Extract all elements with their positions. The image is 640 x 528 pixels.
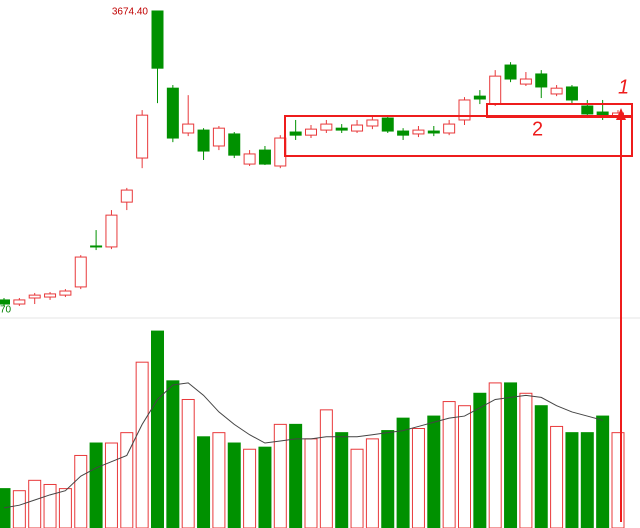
volume-bar [350,448,364,528]
volume-bar [135,361,149,528]
candle-body [535,73,548,88]
volume-bar [58,488,72,528]
volume-bar [534,405,548,528]
candle-body [166,87,179,139]
candle-body [105,214,118,248]
candle-body [258,149,271,165]
candle-body [458,99,471,121]
candle-body [473,95,486,100]
candle-body [197,129,210,152]
candle-body [412,129,425,135]
min-price-label: 70 [0,305,12,316]
volume-bar [151,330,164,528]
candle-body [120,189,133,203]
candle-body [366,119,379,127]
volume-bar [519,392,533,528]
candle-body [443,123,456,134]
candle-body [212,127,225,147]
volume-bar [396,417,410,528]
volume-bar [580,432,594,528]
volume-bar [504,382,518,528]
volume-bar [565,432,579,528]
candle-body [489,75,502,105]
candle-body [320,123,333,131]
volume-bar [0,488,11,528]
volume-bar [227,442,241,528]
volume-bar [12,490,26,528]
annotation: 2 [532,118,543,140]
max-price-label: 3674.40 [112,7,149,18]
volume-bar [611,432,625,528]
volume-bar [43,483,57,528]
volume-ma-line [3,382,603,509]
candle-body [289,131,302,136]
candle-body [151,10,164,69]
volume-bar [427,415,441,528]
candle-body [182,123,195,134]
candle-body [305,128,317,136]
volume-bar [289,423,303,528]
candle-body [504,64,517,80]
volume-bar [166,380,180,528]
volume-bar [181,398,195,528]
volume-bar [89,442,103,528]
candle-body [136,114,149,159]
volume-bar [550,425,564,528]
volume-bar [596,415,610,528]
volume-bar [365,438,379,528]
volume-bar [258,446,272,528]
candle-body [74,256,87,288]
volume-bar [473,392,487,528]
volume-bar [104,442,118,528]
volume-bar [243,448,257,528]
marks [0,10,625,528]
candle-body [28,294,41,299]
volume-bar [273,423,287,528]
candle-body [59,290,72,296]
candle-body [519,78,532,85]
volume-bar [335,432,349,528]
volume-bar [319,409,333,528]
volume-bar [381,430,395,528]
candle-body [243,153,256,165]
volume-bar [28,479,42,528]
candle-body [90,245,103,248]
volume-bar [197,436,211,528]
volume-bar [458,405,471,528]
candle-body [565,86,578,101]
candle-body [550,87,563,95]
candle-body [397,130,410,136]
candle-body [381,117,394,132]
volume-bar [411,428,425,528]
candle-body [427,130,440,134]
volume-bar [212,432,226,528]
annotation: 1 [618,76,629,98]
candle-body [0,299,10,305]
candle-body [351,124,364,132]
candle-body [13,299,26,305]
candle-body [581,105,594,115]
volume-bar [488,382,502,528]
highlight-box [284,115,633,157]
volume-bar [442,401,456,528]
arrow-head [616,108,626,120]
candle-body [44,293,57,298]
candle-body [335,127,348,131]
candle-body [228,133,241,156]
volume-bar [74,454,88,528]
volume-bar [304,438,318,528]
